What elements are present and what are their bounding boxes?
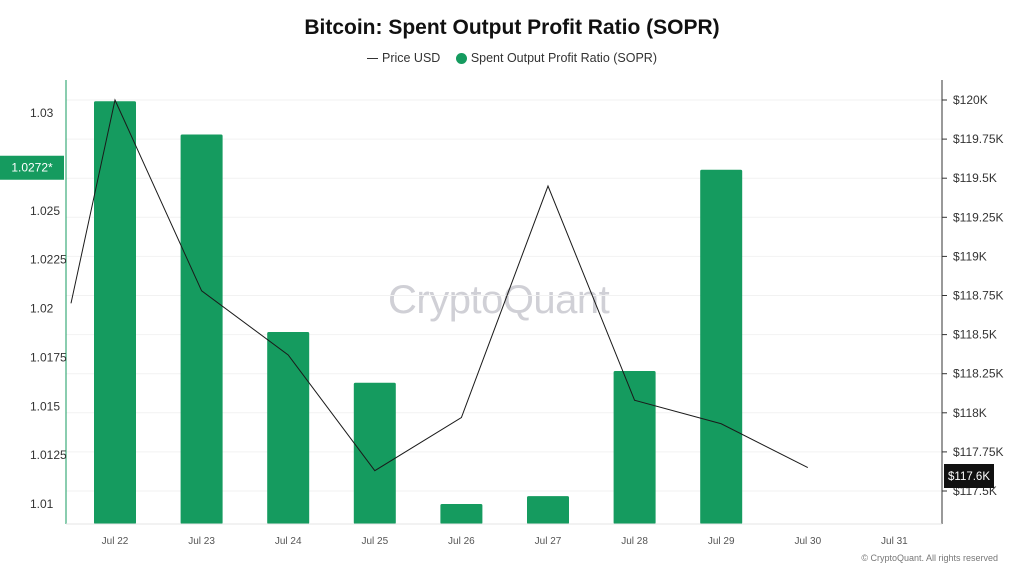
copyright-credit: © CryptoQuant. All rights reserved <box>861 553 998 563</box>
sopr-bar <box>527 496 569 524</box>
legend-sopr-label: Spent Output Profit Ratio (SOPR) <box>470 50 658 65</box>
sopr-bar <box>700 169 743 524</box>
x-tick-label: Jul 31 <box>881 536 908 547</box>
x-tick-label: Jul 30 <box>794 536 821 547</box>
sopr-dot-swatch <box>455 52 467 64</box>
current-price-badge <box>944 464 994 488</box>
legend-price-label: Price USD <box>381 50 441 65</box>
right-tick-label: $118.75K <box>953 289 1004 303</box>
x-tick-label: Jul 29 <box>708 536 735 547</box>
current-sopr-badge <box>0 155 64 180</box>
legend-item-price[interactable]: Price USD <box>366 50 441 65</box>
labels-layer: 1.01 1.0125 1.015 1.0175 1.02 1.0225 1.025 1.03… <box>0 93 1004 547</box>
left-tick-label: 1.02 <box>30 302 54 316</box>
right-tick-label: $118.5K <box>953 328 997 342</box>
sopr-bar <box>613 371 656 524</box>
x-tick-label: Jul 28 <box>621 536 648 547</box>
bars-layer <box>94 101 743 525</box>
x-tick-label: Jul 25 <box>361 536 388 547</box>
sopr-bar <box>353 382 396 524</box>
left-tick-label: 1.01 <box>30 497 54 511</box>
x-tick-label: Jul 24 <box>275 536 302 547</box>
line-layer <box>70 98 809 472</box>
current-price-label: $117.6K <box>948 471 990 483</box>
right-tick-label: $118K <box>953 406 987 420</box>
chart-title: Bitcoin: Spent Output Profit Ratio (SOPR… <box>304 16 720 39</box>
sopr-bar <box>180 134 223 524</box>
left-tick-label: 1.025 <box>30 204 60 218</box>
axes-layer <box>65 80 947 525</box>
price-line <box>70 98 809 472</box>
sopr-bar <box>440 504 483 524</box>
sopr-bar <box>267 331 310 524</box>
legend-item-sopr[interactable]: Spent Output Profit Ratio (SOPR) <box>455 50 658 65</box>
current-sopr-label: 1.0272* <box>11 161 53 175</box>
right-tick-label: $119K <box>953 249 987 263</box>
price-line-swatch <box>366 57 378 59</box>
left-tick-label: 1.0175 <box>30 350 67 364</box>
x-tick-label: Jul 26 <box>448 536 475 547</box>
right-tick-label: $119.5K <box>953 171 997 185</box>
right-tick-label: $118.25K <box>953 367 1004 381</box>
x-tick-label: Jul 27 <box>535 536 562 547</box>
x-tick-label: Jul 22 <box>102 536 129 547</box>
watermark: CryptoQuant <box>388 278 610 322</box>
left-tick-label: 1.0125 <box>30 448 67 462</box>
right-tick-label: $119.75K <box>953 132 1004 146</box>
left-tick-label: 1.03 <box>30 106 54 120</box>
x-tick-label: Jul 23 <box>188 536 215 547</box>
left-tick-label: 1.015 <box>30 399 60 413</box>
right-tick-label: $117.75K <box>953 445 1004 459</box>
sopr-bar <box>94 101 136 525</box>
legend: Price USD Spent Output Profit Ratio (SOP… <box>0 50 1024 65</box>
left-tick-label: 1.0225 <box>30 253 67 267</box>
right-tick-label: $120K <box>953 93 988 107</box>
right-tick-label: $119.25K <box>953 210 1004 224</box>
